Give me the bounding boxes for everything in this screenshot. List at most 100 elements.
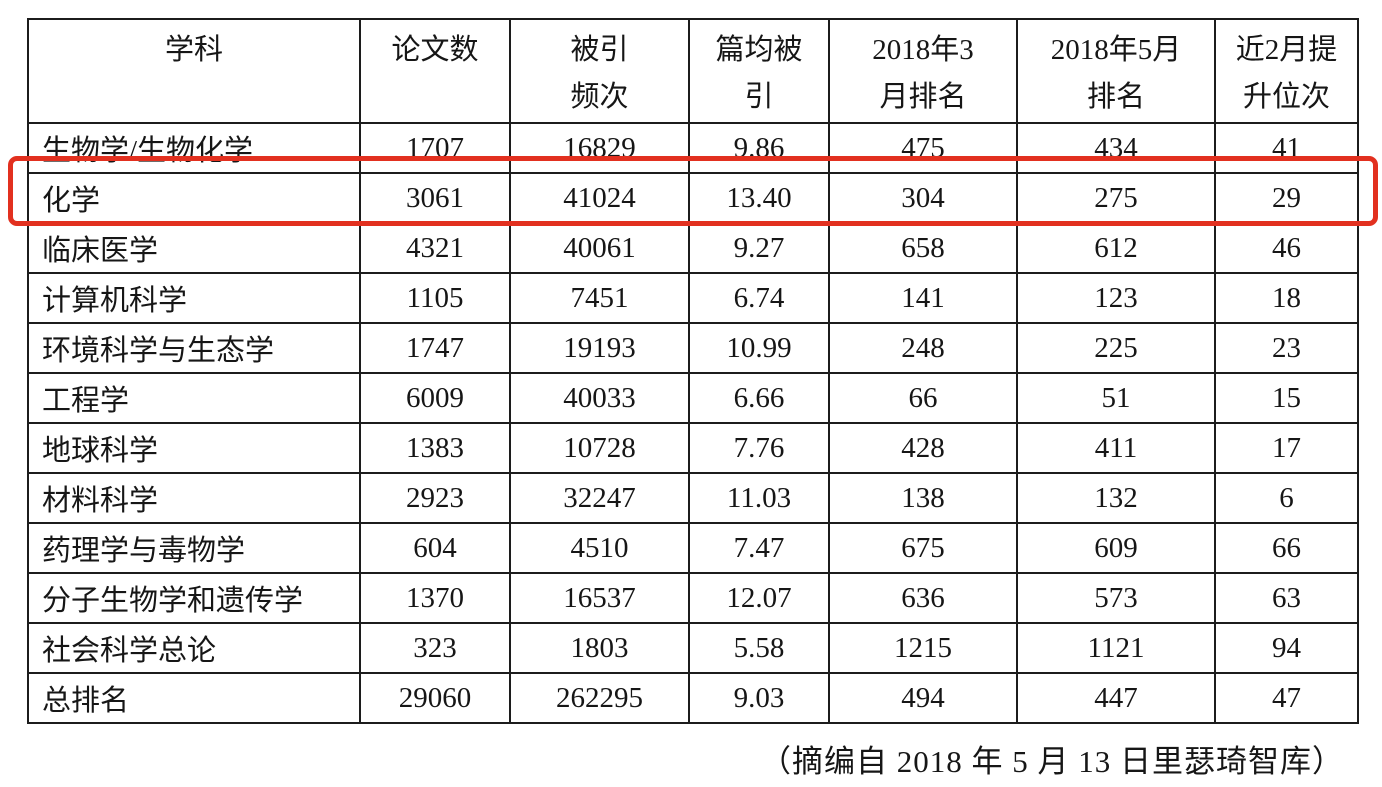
value-cell: 248 [828, 322, 1018, 374]
value-cell: 19193 [509, 322, 690, 374]
subject-cell: 临床医学 [27, 222, 361, 274]
value-cell: 1803 [509, 622, 690, 674]
value-cell: 1383 [359, 422, 511, 474]
value-cell: 18 [1214, 272, 1359, 324]
value-cell: 225 [1016, 322, 1216, 374]
source-note: （摘编自 2018 年 5 月 13 日里瑟琦智库） [760, 744, 1344, 779]
table-row: 计算机科学 1105 7451 6.74 141 123 18 [27, 272, 1359, 324]
value-cell: 604 [359, 522, 511, 574]
value-cell: 51 [1016, 372, 1216, 424]
value-cell: 612 [1016, 222, 1216, 274]
subject-cell: 环境科学与生态学 [27, 322, 361, 374]
value-cell: 123 [1016, 272, 1216, 324]
value-cell: 304 [828, 172, 1018, 224]
value-cell: 4510 [509, 522, 690, 574]
value-cell: 10728 [509, 422, 690, 474]
subject-cell: 分子生物学和遗传学 [27, 572, 361, 624]
value-cell: 609 [1016, 522, 1216, 574]
column-header: 论文数 [359, 18, 511, 124]
value-cell: 41024 [509, 172, 690, 224]
column-header: 被引 频次 [509, 18, 690, 124]
value-cell: 2923 [359, 472, 511, 524]
value-cell: 46 [1214, 222, 1359, 274]
table-row: 总排名 29060 262295 9.03 494 447 47 [27, 672, 1359, 724]
value-cell: 132 [1016, 472, 1216, 524]
table-row: 分子生物学和遗传学 1370 16537 12.07 636 573 63 [27, 572, 1359, 624]
value-cell: 275 [1016, 172, 1216, 224]
value-cell: 47 [1214, 672, 1359, 724]
value-cell: 1707 [359, 122, 511, 174]
value-cell: 323 [359, 622, 511, 674]
value-cell: 63 [1214, 572, 1359, 624]
value-cell: 141 [828, 272, 1018, 324]
value-cell: 658 [828, 222, 1018, 274]
value-cell: 32247 [509, 472, 690, 524]
value-cell: 475 [828, 122, 1018, 174]
table-row: 工程学 6009 40033 6.66 66 51 15 [27, 372, 1359, 424]
value-cell: 9.03 [688, 672, 830, 724]
subject-cell: 社会科学总论 [27, 622, 361, 674]
value-cell: 1747 [359, 322, 511, 374]
value-cell: 40061 [509, 222, 690, 274]
value-cell: 15 [1214, 372, 1359, 424]
value-cell: 66 [1214, 522, 1359, 574]
value-cell: 12.07 [688, 572, 830, 624]
column-header: 2018年3 月排名 [828, 18, 1018, 124]
value-cell: 636 [828, 572, 1018, 624]
value-cell: 16829 [509, 122, 690, 174]
value-cell: 3061 [359, 172, 511, 224]
value-cell: 494 [828, 672, 1018, 724]
value-cell: 434 [1016, 122, 1216, 174]
value-cell: 573 [1016, 572, 1216, 624]
value-cell: 6.74 [688, 272, 830, 324]
value-cell: 428 [828, 422, 1018, 474]
column-header: 2018年5月 排名 [1016, 18, 1216, 124]
value-cell: 7451 [509, 272, 690, 324]
value-cell: 1121 [1016, 622, 1216, 674]
table-row: 地球科学 1383 10728 7.76 428 411 17 [27, 422, 1359, 474]
value-cell: 94 [1214, 622, 1359, 674]
value-cell: 447 [1016, 672, 1216, 724]
table-body: 生物学/生物化学 1707 16829 9.86 475 434 41 化学 3061 41024… [27, 122, 1359, 724]
value-cell: 40033 [509, 372, 690, 424]
value-cell: 9.86 [688, 122, 830, 174]
table-row: 材料科学 2923 32247 11.03 138 132 6 [27, 472, 1359, 524]
value-cell: 9.27 [688, 222, 830, 274]
value-cell: 10.99 [688, 322, 830, 374]
value-cell: 675 [828, 522, 1018, 574]
subject-cell: 总排名 [27, 672, 361, 724]
value-cell: 1215 [828, 622, 1018, 674]
column-header: 学科 [27, 18, 361, 124]
header-row: 学科 论文数 被引 频次 篇均被 引 2018年3 月排名 2018年5月 排名 近2月提 … [27, 18, 1359, 124]
value-cell: 7.47 [688, 522, 830, 574]
subject-cell: 药理学与毒物学 [27, 522, 361, 574]
subject-esi-ranking-table: 学科 论文数 被引 频次 篇均被 引 2018年3 月排名 2018年5月 排名 近2月提 … [27, 18, 1359, 724]
value-cell: 29 [1214, 172, 1359, 224]
value-cell: 7.76 [688, 422, 830, 474]
subject-cell: 生物学/生物化学 [27, 122, 361, 174]
table-row: 药理学与毒物学 604 4510 7.47 675 609 66 [27, 522, 1359, 574]
column-header: 篇均被 引 [688, 18, 830, 124]
subject-cell: 计算机科学 [27, 272, 361, 324]
value-cell: 411 [1016, 422, 1216, 474]
value-cell: 6.66 [688, 372, 830, 424]
subject-cell: 化学 [27, 172, 361, 224]
value-cell: 41 [1214, 122, 1359, 174]
value-cell: 16537 [509, 572, 690, 624]
table-row: 环境科学与生态学 1747 19193 10.99 248 225 23 [27, 322, 1359, 374]
value-cell: 23 [1214, 322, 1359, 374]
value-cell: 6 [1214, 472, 1359, 524]
subject-cell: 材料科学 [27, 472, 361, 524]
column-header: 近2月提 升位次 [1214, 18, 1359, 124]
value-cell: 1370 [359, 572, 511, 624]
value-cell: 1105 [359, 272, 511, 324]
value-cell: 5.58 [688, 622, 830, 674]
subject-cell: 地球科学 [27, 422, 361, 474]
value-cell: 11.03 [688, 472, 830, 524]
subject-cell: 工程学 [27, 372, 361, 424]
value-cell: 138 [828, 472, 1018, 524]
value-cell: 66 [828, 372, 1018, 424]
value-cell: 6009 [359, 372, 511, 424]
table-row-highlighted: 化学 3061 41024 13.40 304 275 29 [27, 172, 1359, 224]
